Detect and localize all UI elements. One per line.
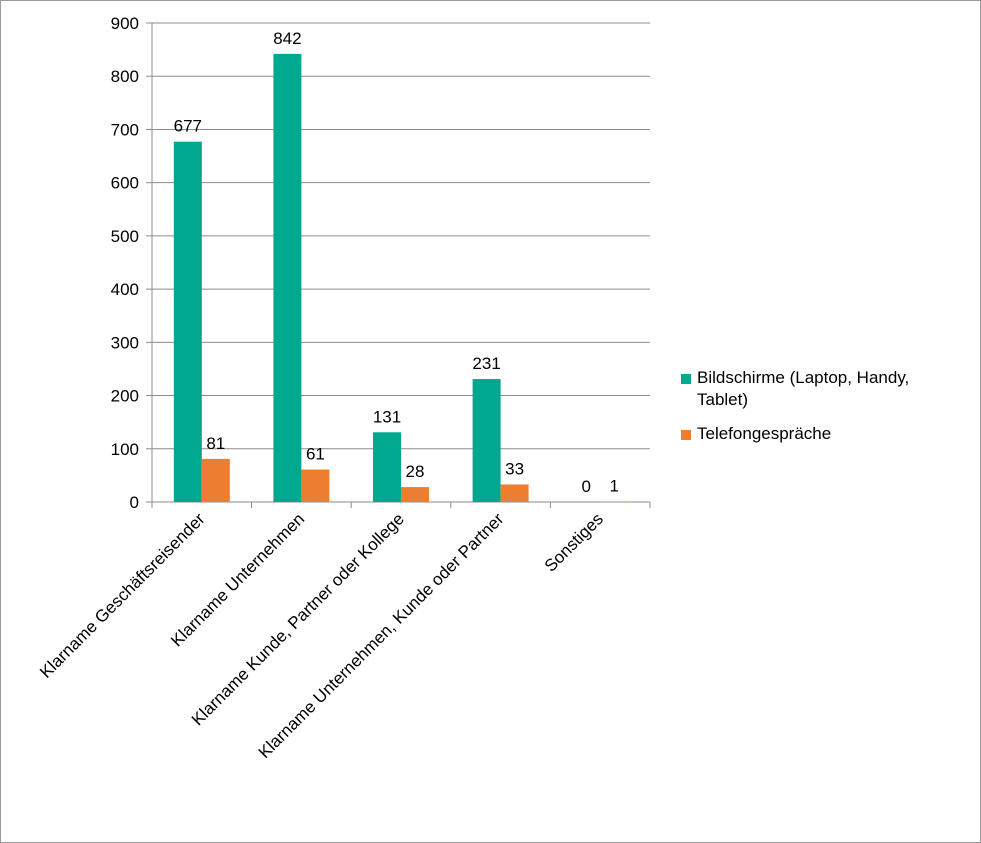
- y-tick-label: 500: [111, 227, 139, 246]
- y-tick-label: 0: [130, 493, 139, 512]
- bar-bildschirme: [273, 53, 302, 502]
- legend-swatch: [681, 430, 691, 440]
- x-tick-label: Sonstiges: [541, 509, 607, 575]
- data-label: 842: [273, 29, 301, 48]
- bar-telefongespraeche: [600, 501, 629, 502]
- data-label: 61: [306, 445, 325, 464]
- data-label: 231: [472, 354, 500, 373]
- legend-label: Telefongespräche: [697, 424, 831, 443]
- bar-telefongespraeche: [301, 469, 330, 502]
- y-tick-label: 300: [111, 333, 139, 352]
- y-tick-label: 200: [111, 387, 139, 406]
- bar-telefongespraeche: [401, 487, 429, 502]
- y-tick-label: 600: [111, 174, 139, 193]
- bar-telefongespraeche: [201, 458, 230, 502]
- data-label: 1: [609, 476, 618, 495]
- bar-bildschirme: [472, 379, 501, 502]
- y-tick-label: 700: [111, 120, 139, 139]
- data-label: 28: [406, 462, 425, 481]
- legend-swatch: [681, 374, 691, 384]
- x-tick-label: Klarname Kunde, Partner oder Kollege: [188, 509, 408, 729]
- bar-bildschirme: [373, 432, 401, 502]
- data-label: 677: [174, 117, 202, 136]
- y-tick-label: 900: [111, 14, 139, 33]
- data-label: 33: [505, 459, 524, 478]
- legend-label: Bildschirme (Laptop, Handy, Tablet): [697, 368, 909, 409]
- data-label: 0: [581, 477, 590, 496]
- x-tick-label: Klarname Geschäftsreisender: [36, 509, 209, 682]
- data-label: 81: [206, 434, 225, 453]
- bar-bildschirme: [173, 141, 202, 503]
- y-tick-label: 800: [111, 67, 139, 86]
- bar-telefongespraeche: [500, 484, 529, 502]
- y-tick-label: 100: [111, 440, 139, 459]
- y-tick-label: 400: [111, 280, 139, 299]
- data-label: 131: [373, 407, 401, 426]
